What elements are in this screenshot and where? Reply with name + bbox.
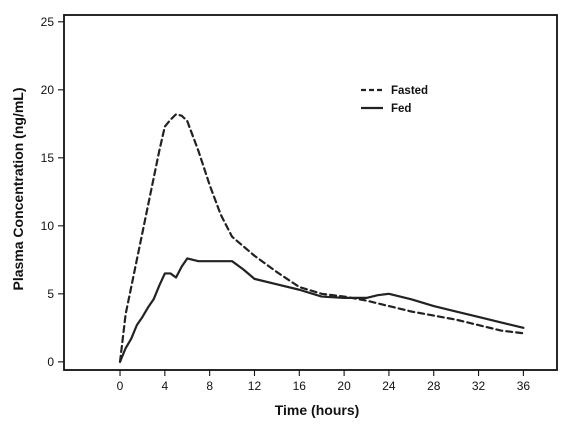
x-tick-label: 0 xyxy=(117,379,124,393)
y-tick-label: 10 xyxy=(41,219,55,233)
legend-label-fasted: Fasted xyxy=(391,85,428,97)
y-tick-label: 15 xyxy=(41,151,55,165)
x-tick-label: 28 xyxy=(427,379,441,393)
x-tick-label: 36 xyxy=(517,379,531,393)
series-layer xyxy=(118,113,525,363)
y-tick-label: 20 xyxy=(41,83,55,97)
legend-label-fed: Fed xyxy=(391,103,411,115)
x-tick-label: 32 xyxy=(472,379,486,393)
x-tick-label: 16 xyxy=(293,379,307,393)
axes-layer: 0 4 8 12 16 20 24 28 32 36 0 5 10 15 20 25 xyxy=(41,14,558,393)
x-tick-label: 12 xyxy=(248,379,262,393)
x-tick-label: 24 xyxy=(382,379,396,393)
y-axis-title: Plasma Concentration (ng/mL) xyxy=(10,87,26,290)
x-axis-title: Time (hours) xyxy=(275,402,360,418)
legend: Fasted Fed xyxy=(361,85,428,115)
plot-frame xyxy=(63,14,558,371)
y-tick-label: 0 xyxy=(47,355,54,369)
series-line-fed xyxy=(118,257,525,363)
x-tick-label: 4 xyxy=(161,379,168,393)
y-tick-label: 25 xyxy=(41,15,55,29)
x-tick-label: 8 xyxy=(206,379,213,393)
series-line-fasted xyxy=(118,113,525,363)
y-tick-label: 5 xyxy=(47,287,54,301)
x-tick-label: 20 xyxy=(337,379,351,393)
